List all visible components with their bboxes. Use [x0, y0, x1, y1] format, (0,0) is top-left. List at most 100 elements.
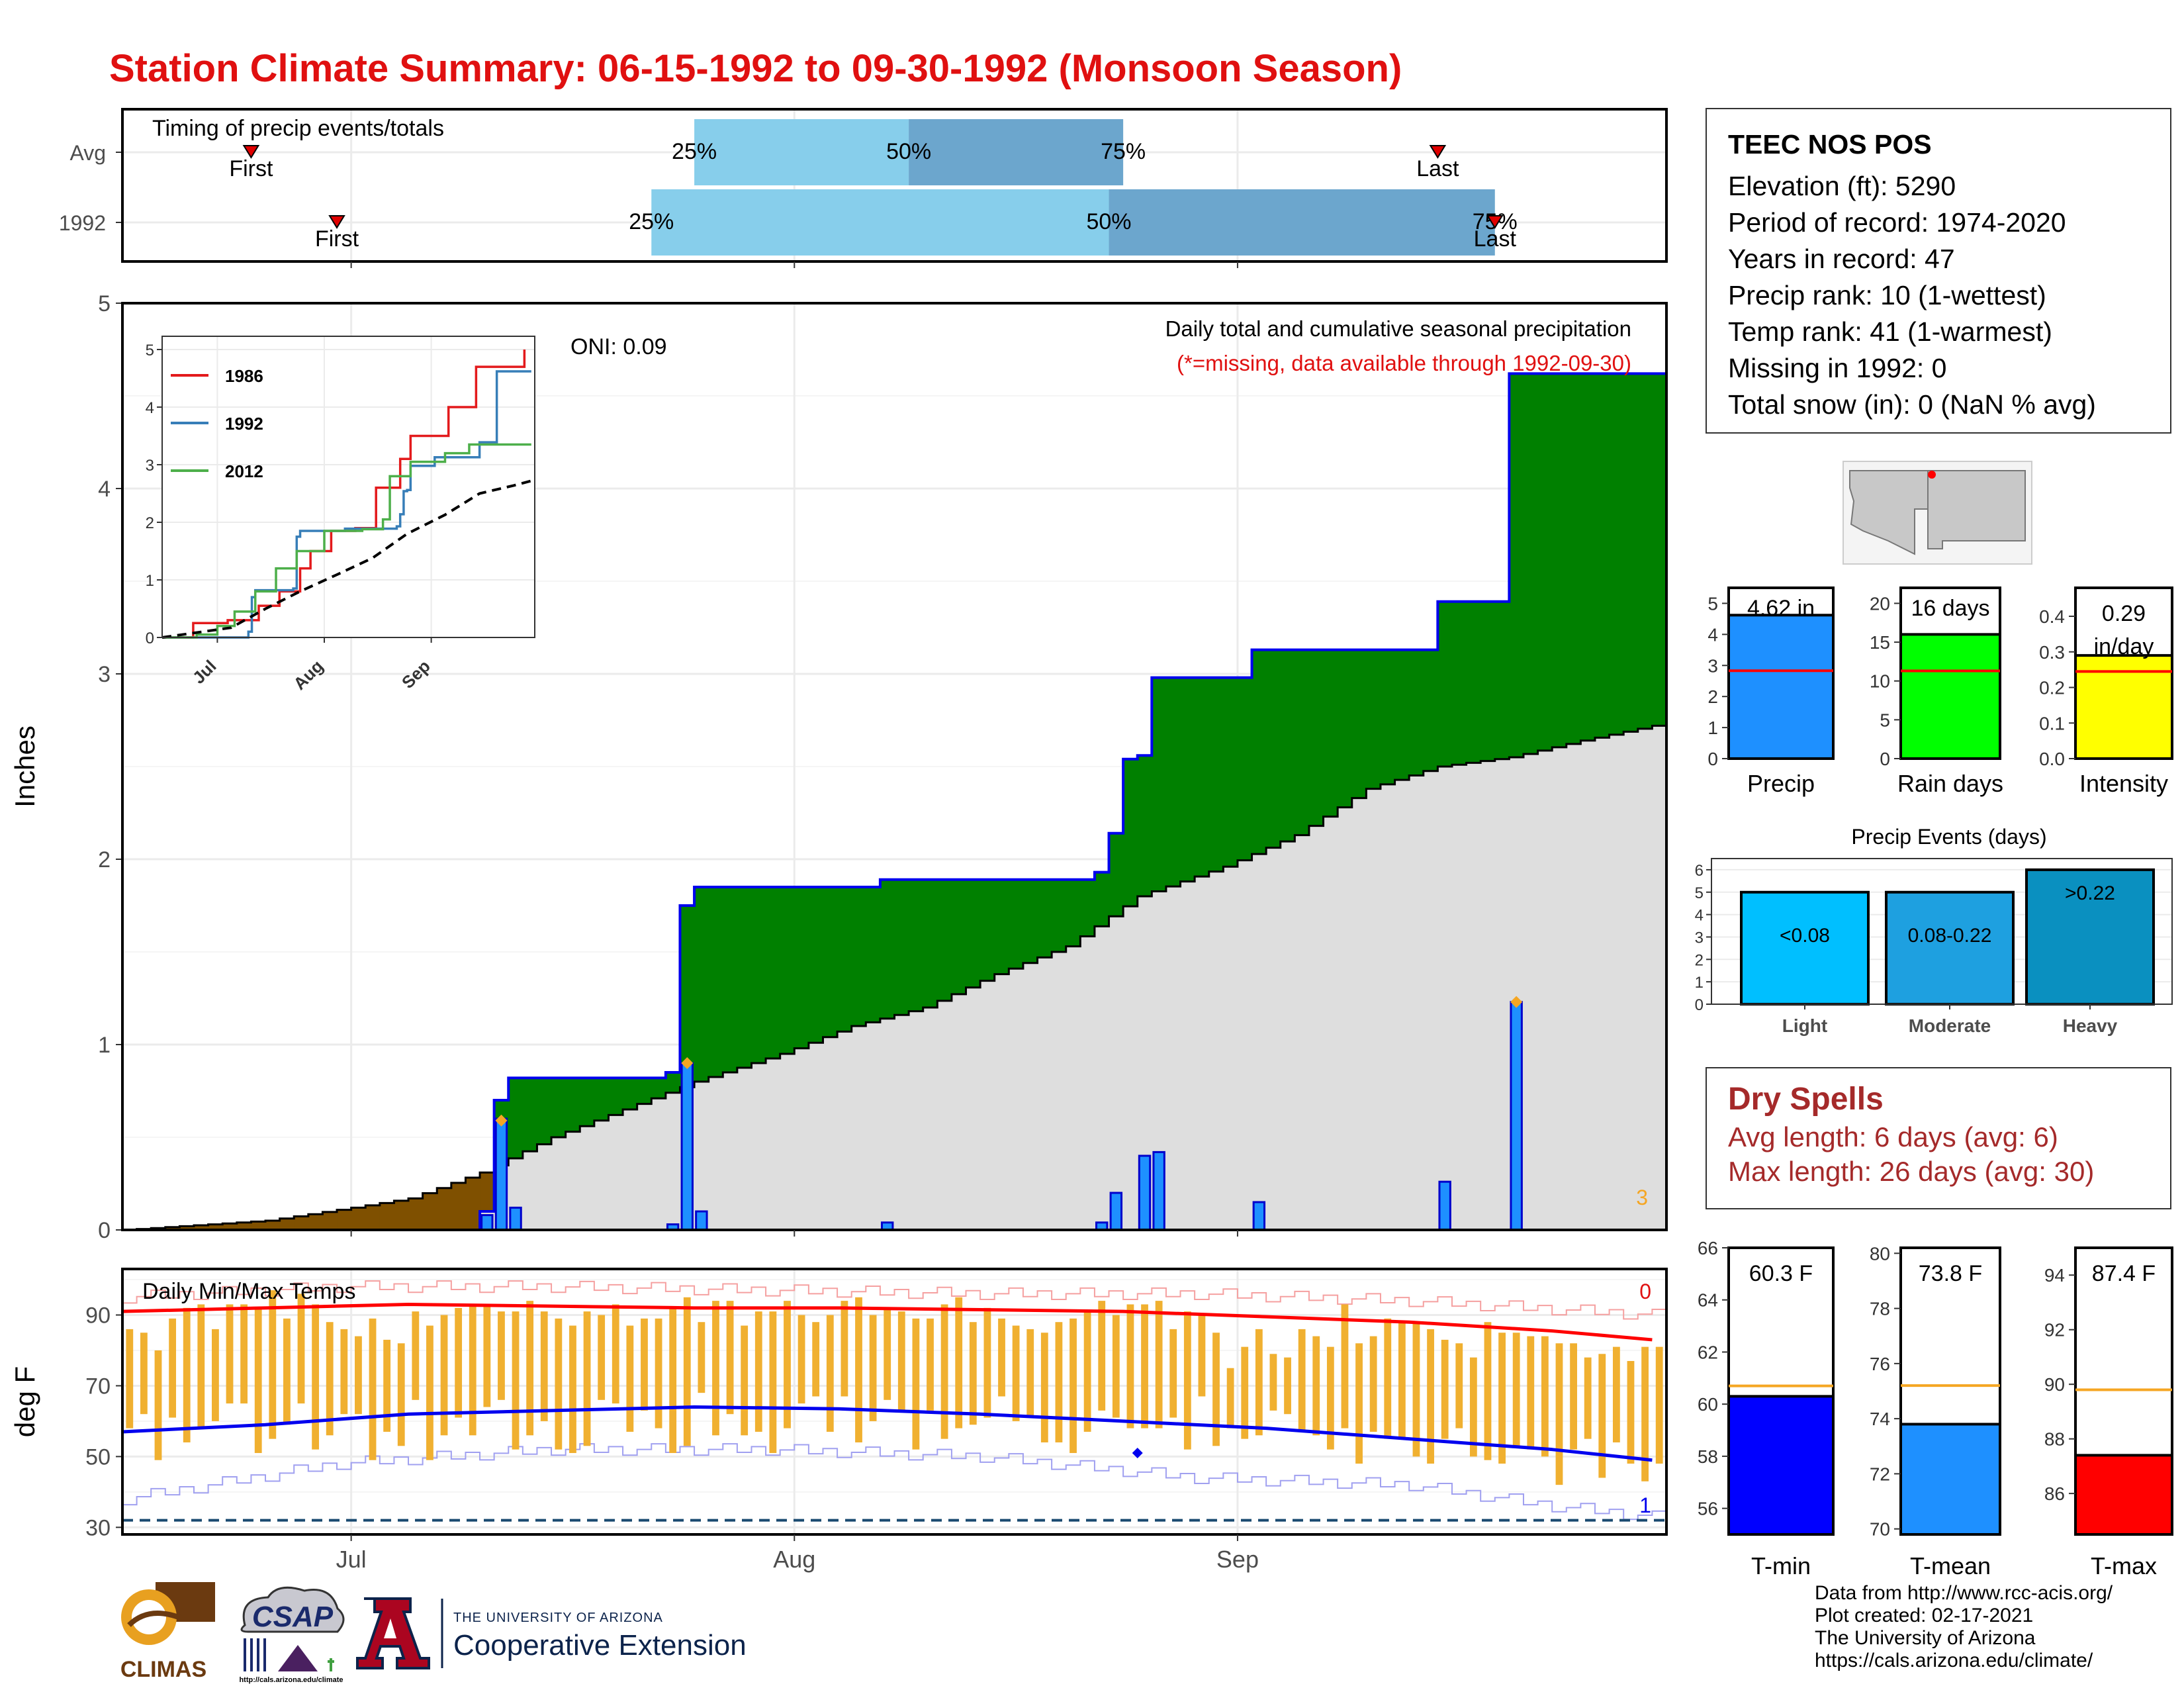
- summary-panel-label: T-max: [2091, 1552, 2157, 1579]
- summary-ytick-label: 15: [1870, 632, 1890, 653]
- cumulative-diff-segment: [1323, 649, 1338, 817]
- daily-temp-bar: [254, 1307, 262, 1454]
- daily-temp-bar: [741, 1325, 749, 1436]
- station-line: Elevation (ft): 5290: [1728, 171, 1956, 201]
- daily-temp-bar: [1584, 1357, 1592, 1439]
- inset-ytick-label: 2: [146, 514, 154, 532]
- temp-ytick-label: 50: [85, 1444, 111, 1470]
- summary-ytick-label: 2: [1707, 686, 1718, 707]
- csap-url: http://cals.arizona.edu/climate: [239, 1676, 343, 1684]
- summary-ytick-label: 92: [2044, 1320, 2065, 1340]
- cumulative-diff-segment: [1394, 649, 1410, 780]
- daily-temp-bar: [197, 1304, 205, 1429]
- inset-ytick-label: 1: [146, 572, 154, 590]
- daily-temp-bar: [841, 1301, 848, 1397]
- events-ytick-label: 0: [1695, 996, 1704, 1014]
- timing-bar-25-50: [651, 189, 1109, 256]
- cumulative-diff-segment: [1080, 879, 1095, 937]
- daily-temp-bar: [826, 1315, 834, 1432]
- timing-row-label: 1992: [59, 211, 106, 235]
- summary-value-bar: [1899, 1423, 2001, 1536]
- temp-summary-bars: 60.3 F 56 58 60 62 64 66 T-min 73.8 F 70 72 74 76 78 8…: [1698, 1238, 2173, 1579]
- cumulative-diff-segment: [837, 887, 852, 1032]
- daily-temp-bar: [1570, 1343, 1577, 1450]
- cumulative-diff-segment: [823, 887, 838, 1037]
- temp-frame: [121, 1268, 1668, 1536]
- ua-logo: THE UNIVERSITY OF ARIZONA Cooperative Ex…: [356, 1597, 747, 1669]
- summary-panel-label: Rain days: [1897, 770, 2003, 797]
- daily-temp-bar: [1026, 1329, 1034, 1418]
- daily-temp-bar: [1469, 1357, 1477, 1457]
- summary-ytick-label: 3: [1707, 655, 1718, 676]
- summary-ytick-label: 20: [1870, 593, 1890, 614]
- daily-temp-bar: [1598, 1354, 1606, 1478]
- cumulative-diff-segment: [1237, 677, 1253, 861]
- events-ytick-label: 1: [1695, 974, 1704, 992]
- temp-title: Daily Min/Max Temps: [142, 1279, 355, 1304]
- daily-temp-bar: [1398, 1322, 1406, 1439]
- timing-last-label: Last: [1474, 226, 1517, 252]
- timing-chart: 25%50%75%FirstLastAvg25%50%75%FirstLast1…: [59, 108, 1668, 268]
- cumulative-diff-segment: [408, 1198, 424, 1230]
- summary-panel-label: T-mean: [1910, 1552, 1991, 1579]
- cumulative-diff-segment: [236, 1222, 252, 1230]
- daily-temp-bar: [1126, 1304, 1134, 1429]
- timing-bar-25-50: [694, 119, 909, 185]
- cumulative-diff-segment: [1380, 649, 1396, 784]
- daily-temp-bar: [226, 1304, 234, 1404]
- cumulative-diff-segment: [1137, 755, 1152, 896]
- cumulative-diff-segment: [680, 906, 695, 1088]
- daily-temp-bar: [397, 1343, 405, 1446]
- daily-temp-bar: [897, 1311, 905, 1411]
- cumulative-diff-segment: [308, 1214, 324, 1230]
- cumulative-diff-segment: [165, 1227, 181, 1230]
- temp-xtick-label: Sep: [1216, 1546, 1259, 1573]
- cumulative-diff-segment: [551, 1078, 567, 1137]
- cumulative-diff-segment: [1480, 601, 1496, 761]
- cumulative-diff-segment: [794, 887, 809, 1049]
- daily-temp-bar: [426, 1325, 433, 1460]
- events-category-label: Moderate: [1909, 1015, 1991, 1036]
- summary-ytick-label: 88: [2044, 1429, 2065, 1450]
- summary-value-label: 4.62 in: [1747, 596, 1815, 621]
- inset-legend-label: 2012: [225, 461, 263, 481]
- daily-temp-bar: [726, 1301, 734, 1415]
- cumulative-diff-segment: [594, 1078, 610, 1121]
- daily-temp-bar: [412, 1311, 420, 1400]
- daily-temp-bar: [312, 1304, 320, 1450]
- daily-temp-bar: [855, 1297, 862, 1442]
- cumulative-diff-segment: [1251, 649, 1267, 855]
- summary-value-label: in/day: [2094, 634, 2154, 659]
- cumulative-diff-segment: [951, 879, 967, 994]
- locator-map: [1843, 461, 2032, 565]
- cumulative-diff-segment: [565, 1078, 580, 1132]
- daily-temp-bar: [884, 1307, 891, 1400]
- daily-temp-bar: [540, 1311, 548, 1421]
- daily-temp-bar: [1169, 1329, 1177, 1418]
- daily-temp-bar: [784, 1301, 791, 1429]
- daily-temp-bar: [1098, 1301, 1106, 1411]
- summary-ytick-label: 10: [1870, 671, 1890, 692]
- station-info-box: TEEC NOS POS Elevation (ft): 5290 Period…: [1706, 108, 2171, 434]
- summary-ytick-label: 64: [1698, 1290, 1718, 1311]
- record-min-line: [122, 1443, 1666, 1521]
- daily-temp-bar: [1384, 1318, 1392, 1439]
- daily-temp-bar: [1298, 1329, 1306, 1432]
- cumulative-diff-segment: [322, 1211, 338, 1230]
- timing-frame: [121, 108, 1668, 263]
- daily-temp-bar: [340, 1329, 348, 1415]
- summary-ytick-label: 90: [2044, 1374, 2065, 1395]
- cumulative-diff-segment: [1223, 677, 1238, 867]
- daily-temp-bar: [955, 1297, 963, 1429]
- summary-ytick-label: 58: [1698, 1446, 1718, 1467]
- cumulative-diff-segment: [1165, 677, 1181, 887]
- cumulative-diff-segment: [1208, 677, 1224, 872]
- cumulative-diff-segment: [1295, 649, 1310, 835]
- cumulative-diff-segment: [1152, 677, 1167, 892]
- ua-big-text: Cooperative Extension: [453, 1629, 747, 1662]
- daily-temp-bar: [569, 1325, 576, 1454]
- daily-temp-bar: [269, 1290, 277, 1439]
- summary-ytick-label: 74: [1870, 1409, 1890, 1429]
- cumulative-diff-segment: [394, 1200, 409, 1230]
- dry-spells-max: Max length: 26 days (avg: 30): [1728, 1156, 2095, 1187]
